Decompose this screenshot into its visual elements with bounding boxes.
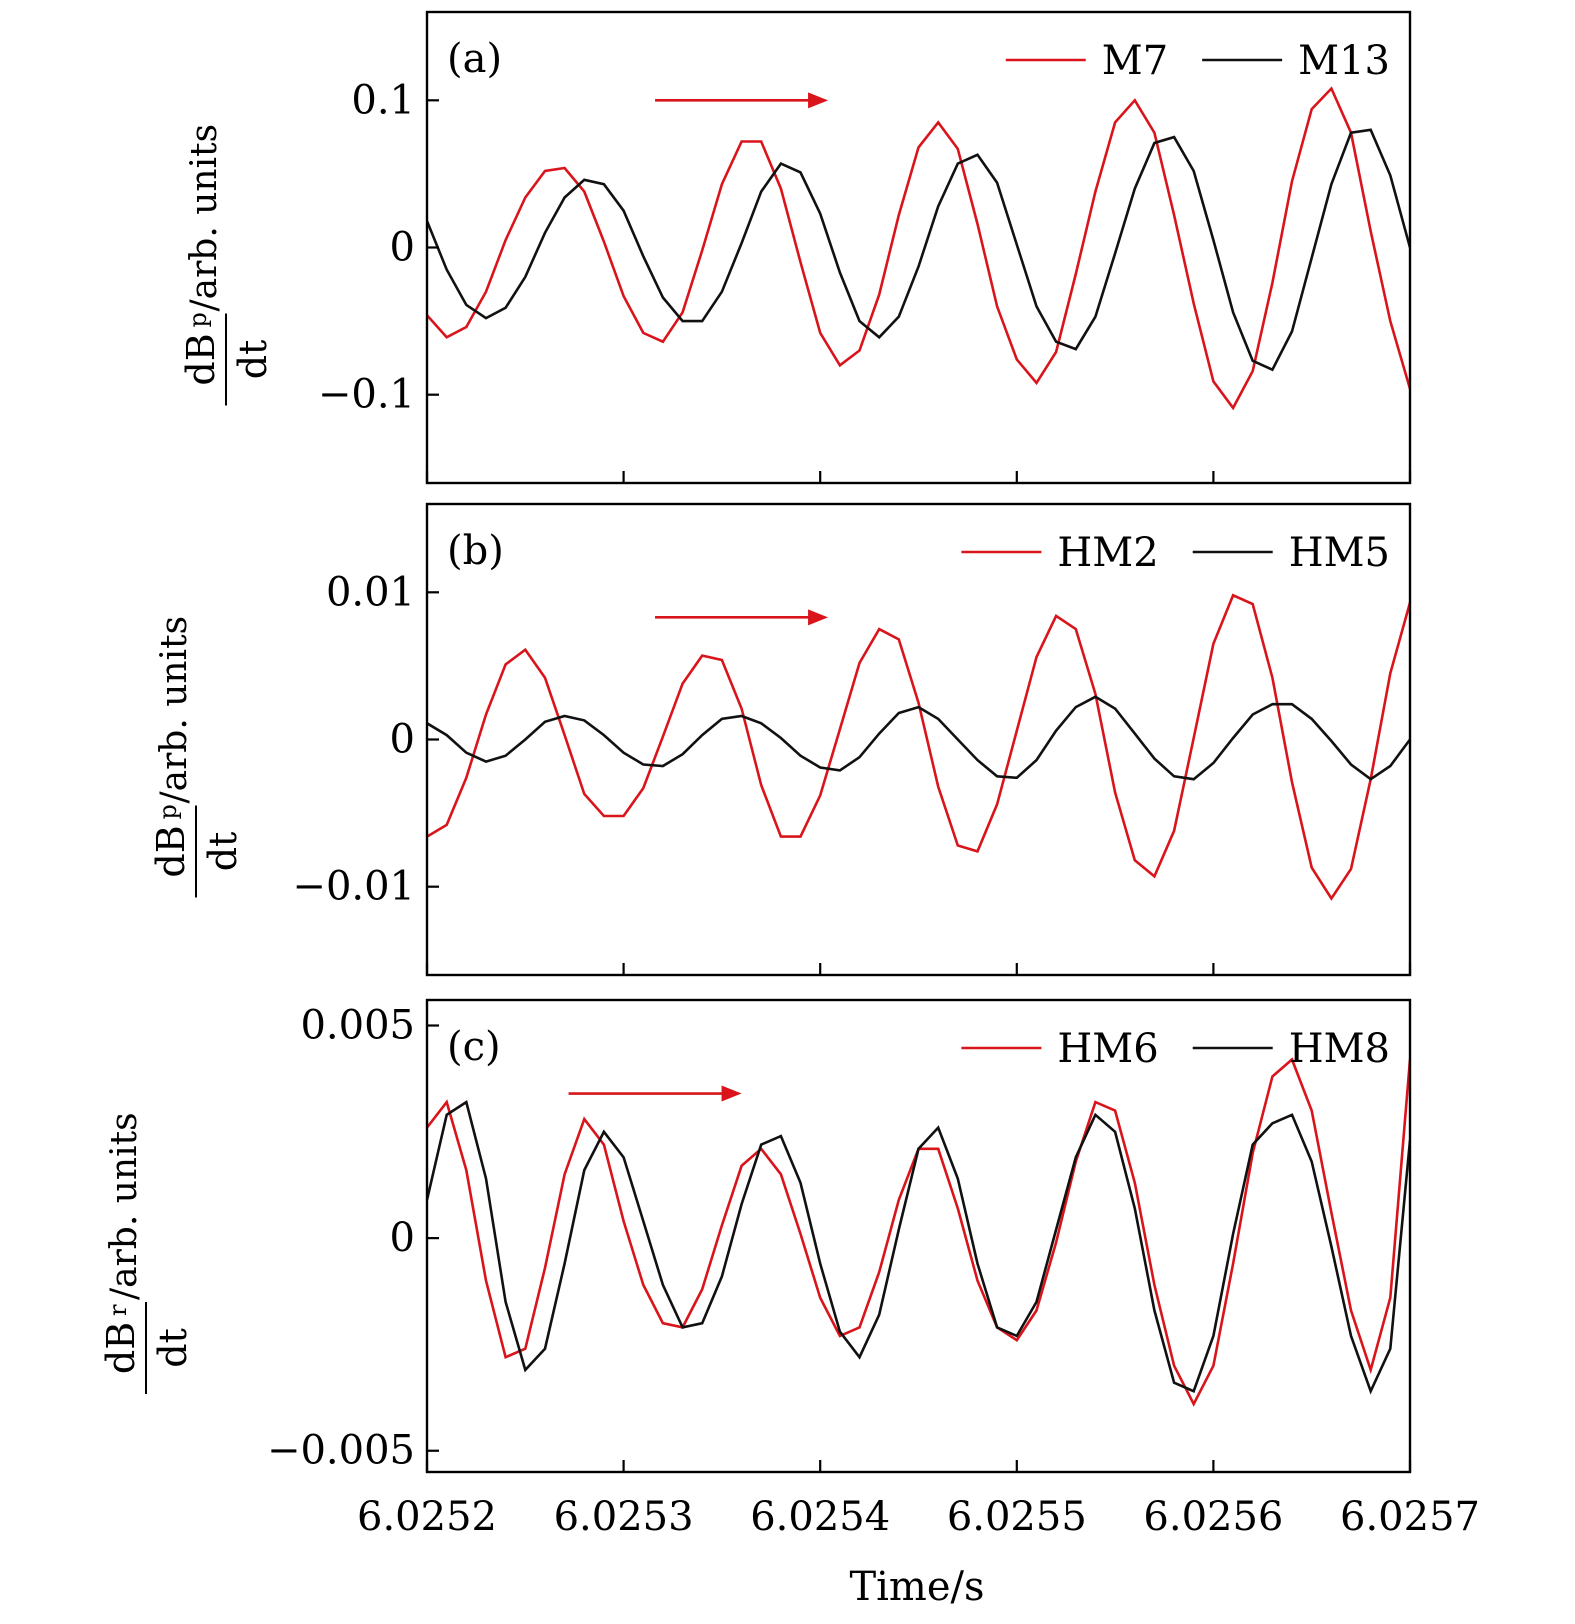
y-label-subscript: p: [154, 804, 182, 819]
y-label-units: /arb. units: [154, 616, 195, 804]
arrow-head: [808, 92, 829, 109]
legend-label: HM6: [1057, 1026, 1158, 1072]
y-tick-label: 0: [390, 225, 415, 271]
x-tick-label: 6.0257: [1340, 1494, 1480, 1540]
y-tick-label: 0.01: [326, 569, 415, 615]
legend-label: M13: [1298, 38, 1390, 84]
axes-frame: [425, 10, 1412, 485]
y-label-units: /arb. units: [104, 1112, 145, 1300]
y-label-numerator: dB: [149, 825, 193, 877]
y-tick-label: 0: [390, 717, 415, 763]
y-axis-label: dB r dt/arb. units: [99, 1112, 195, 1394]
x-tick-label: 6.0252: [357, 1494, 497, 1540]
x-tick-label: 6.0253: [554, 1494, 694, 1540]
legend-label: HM2: [1057, 530, 1158, 576]
y-label-numerator: dB: [99, 1322, 143, 1374]
series-line-hm5: [427, 695, 1410, 781]
legend-label: HM8: [1289, 1026, 1390, 1072]
series-line-hm8: [427, 1100, 1410, 1395]
arrow-head: [721, 1085, 742, 1102]
y-tick-label: 0.005: [300, 1003, 415, 1049]
y-tick-label: −0.005: [267, 1428, 415, 1474]
series-line-m13: [427, 128, 1410, 372]
panel-a: −0.1 0 0.1 (a) M13 M7 dB p dt/arb. units: [179, 10, 1412, 485]
legend-label: M7: [1102, 38, 1168, 84]
series-line-m7: [427, 86, 1410, 411]
series-line-hm6: [427, 1057, 1410, 1407]
series-line-hm2: [427, 593, 1410, 901]
y-axis-label: dB p dt/arb. units: [149, 616, 245, 898]
y-axis-label: dB p dt/arb. units: [179, 124, 275, 406]
x-tick-label: 6.0255: [947, 1494, 1087, 1540]
plot-area: [427, 593, 1410, 901]
y-label-denominator: dt: [151, 1328, 195, 1368]
panel-tag: (a): [447, 36, 502, 82]
panel-c: −0.005 0 0.005 6.0252 6.0253 6.0254 6.0255 6.02…: [99, 998, 1480, 1540]
axes-frame: [425, 998, 1412, 1474]
panel-tag: (b): [447, 528, 504, 574]
arrow-head: [808, 609, 829, 626]
y-label-denominator: dt: [231, 340, 275, 380]
y-tick-label: −0.01: [292, 864, 415, 910]
y-label-subscript: p: [184, 312, 212, 327]
y-tick-label: −0.1: [318, 372, 415, 418]
x-tick-label: 6.0254: [750, 1494, 890, 1540]
y-label-units: /arb. units: [184, 124, 225, 312]
x-tick-label: 6.0256: [1143, 1494, 1283, 1540]
plot-area: [427, 1057, 1410, 1407]
panel-b: −0.01 0 0.01 (b) HM5 HM2 dB p dt/arb. units: [149, 502, 1412, 977]
y-tick-label: 0.1: [351, 77, 415, 123]
y-tick-label: 0: [390, 1215, 415, 1261]
x-axis-label: Time/s: [849, 1564, 984, 1610]
y-label-numerator: dB: [179, 333, 223, 385]
panel-tag: (c): [447, 1024, 501, 1070]
y-label-denominator: dt: [201, 832, 245, 872]
axes-frame: [425, 502, 1412, 977]
y-label-subscript: r: [104, 1304, 132, 1316]
plot-area: [427, 86, 1410, 411]
legend-label: HM5: [1289, 530, 1390, 576]
